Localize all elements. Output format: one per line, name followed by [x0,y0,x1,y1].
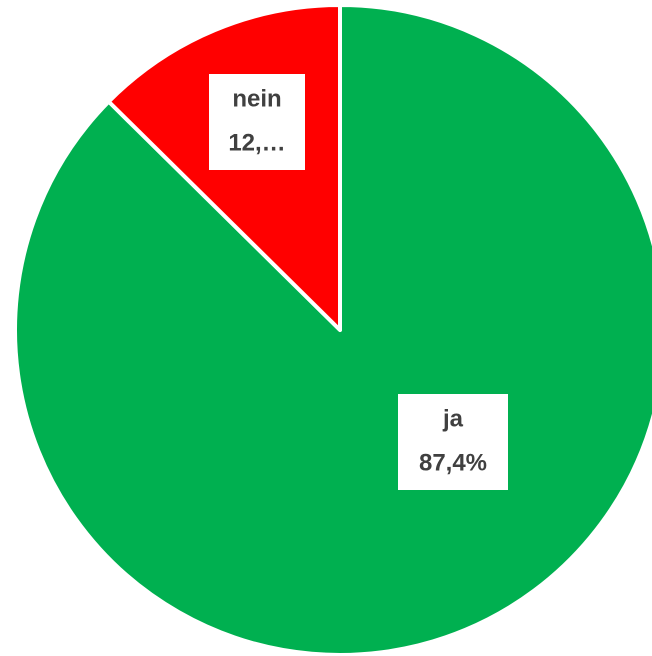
label-box [209,74,305,170]
value-label: 87,4% [419,449,487,476]
category-label: ja [442,405,464,432]
value-label: 12,… [228,129,285,156]
label-box [398,394,508,490]
category-label: nein [232,85,281,112]
